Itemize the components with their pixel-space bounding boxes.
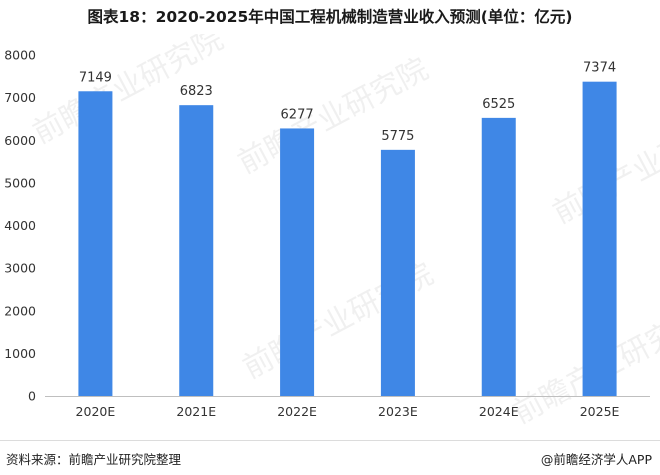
x-axis: 2020E 2021E 2022E 2023E 2024E 2025E — [45, 396, 650, 419]
y-tick-label: 6000 — [4, 133, 36, 148]
bar-series: 7149 6823 6277 5775 6525 7374 — [78, 61, 617, 397]
bar — [481, 117, 516, 396]
bar-chart: 前瞻产业研究院前瞻产业研究院前瞻产业研究院前瞻产业研究院前瞻产业研究院 0 100… — [4, 34, 660, 431]
y-tick-label: 4000 — [4, 218, 36, 233]
bar-value-label: 6823 — [180, 84, 213, 99]
y-axis: 0 1000 2000 3000 4000 5000 6000 7000 8000 — [4, 48, 36, 404]
bar — [78, 91, 113, 397]
x-tick-label: 2023E — [378, 404, 418, 419]
bar-value-label: 7374 — [583, 61, 616, 76]
source-note: 资料来源：前瞻产业研究院整理 — [6, 452, 182, 467]
watermark-layer: 前瞻产业研究院前瞻产业研究院前瞻产业研究院前瞻产业研究院前瞻产业研究院 — [27, 34, 660, 431]
x-tick-label: 2022E — [277, 404, 317, 419]
bar-value-label: 6525 — [482, 97, 515, 112]
bar — [582, 81, 617, 396]
bar — [280, 128, 315, 396]
x-tick-label: 2021E — [176, 404, 216, 419]
y-tick-label: 3000 — [4, 261, 36, 276]
bar-value-label: 6277 — [281, 107, 314, 122]
y-tick-label: 0 — [28, 389, 36, 404]
y-tick-label: 1000 — [4, 346, 36, 361]
bar — [179, 105, 214, 397]
x-tick-label: 2020E — [76, 404, 116, 419]
footer: 资料来源：前瞻产业研究院整理 @前瞻经济学人APP — [0, 440, 660, 475]
y-tick-label: 7000 — [4, 90, 36, 105]
bar — [380, 149, 415, 396]
x-tick-label: 2024E — [479, 404, 519, 419]
credit-note: @前瞻经济学人APP — [540, 452, 652, 467]
chart-title: 图表18：2020-2025年中国工程机械制造营业收入预测(单位：亿元) — [87, 8, 573, 26]
y-tick-label: 5000 — [4, 175, 36, 190]
y-tick-label: 2000 — [4, 303, 36, 318]
bar-value-label: 7149 — [79, 70, 112, 85]
bar-value-label: 5775 — [381, 129, 414, 144]
x-tick-label: 2025E — [580, 404, 620, 419]
y-tick-label: 8000 — [4, 48, 36, 63]
